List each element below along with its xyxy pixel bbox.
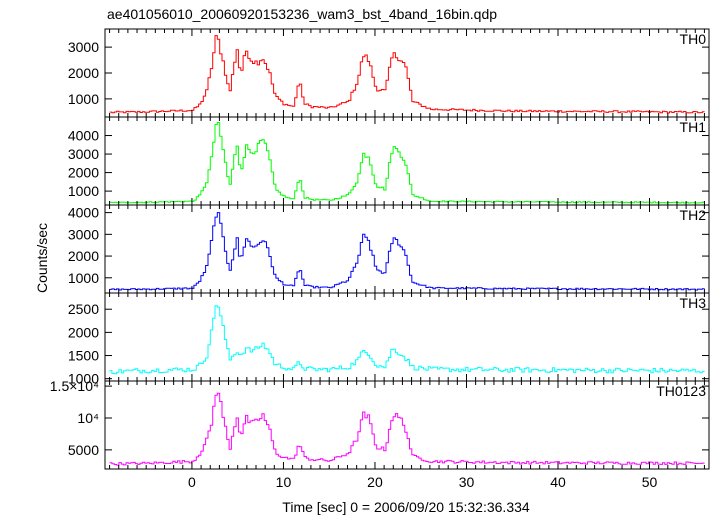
- y-tick-label-th3-2: 2000: [68, 324, 99, 340]
- panel-label-th3: TH3: [680, 295, 707, 311]
- y-tick-label-th3-3: 2500: [68, 301, 99, 317]
- series-line-th1: [109, 122, 705, 204]
- y-tick-label-th0123-1: 10⁴: [77, 410, 99, 426]
- chart-title: ae401056010_20060920153236_wam3_bst_4ban…: [107, 6, 497, 22]
- panel-frame-th2: [104, 204, 710, 294]
- x-tick-label-2: 20: [367, 474, 383, 490]
- panel-frame-th1: [104, 116, 710, 206]
- y-tick-label-th0-0: 1000: [68, 91, 99, 107]
- y-tick-label-th3-1: 1500: [68, 348, 99, 364]
- panel-label-th0: TH0: [680, 31, 707, 47]
- y-tick-label-th0-2: 3000: [68, 39, 99, 55]
- panel-label-th1: TH1: [680, 119, 707, 135]
- x-axis-label: Time [sec] 0 = 2006/09/20 15:32:36.334: [282, 499, 530, 515]
- y-axis-label: Counts/sec: [34, 223, 50, 293]
- series-line-th3: [109, 305, 705, 375]
- y-tick-label-th1-2: 3000: [68, 146, 99, 162]
- x-tick-label-1: 10: [276, 474, 292, 490]
- panel-label-th0123: TH0123: [656, 383, 706, 399]
- x-tick-label-4: 40: [550, 474, 566, 490]
- y-tick-label-th2-3: 4000: [68, 205, 99, 221]
- x-tick-label-0: 0: [188, 474, 196, 490]
- y-tick-label-th0123-2: 1.5×10⁴: [50, 378, 99, 394]
- panels-group: TH0100020003000TH11000200030004000TH2100…: [50, 28, 710, 490]
- x-tick-label-3: 30: [459, 474, 475, 490]
- y-tick-label-th0-1: 2000: [68, 65, 99, 81]
- panel-label-th2: TH2: [680, 207, 707, 223]
- series-line-th0123: [109, 392, 705, 466]
- series-line-th0: [109, 35, 705, 114]
- y-tick-label-th2-2: 3000: [68, 226, 99, 242]
- y-tick-label-th2-1: 2000: [68, 248, 99, 264]
- x-tick-label-5: 50: [642, 474, 658, 490]
- y-tick-label-th1-3: 4000: [68, 128, 99, 144]
- y-tick-label-th1-0: 1000: [68, 183, 99, 199]
- y-tick-label-th0123-0: 5000: [68, 442, 99, 458]
- series-line-th2: [109, 212, 705, 291]
- panel-frame-th0123: [104, 380, 710, 470]
- y-tick-label-th1-1: 2000: [68, 165, 99, 181]
- y-tick-label-th2-0: 1000: [68, 270, 99, 286]
- y-tick-label-th3-0: 1000: [68, 371, 99, 387]
